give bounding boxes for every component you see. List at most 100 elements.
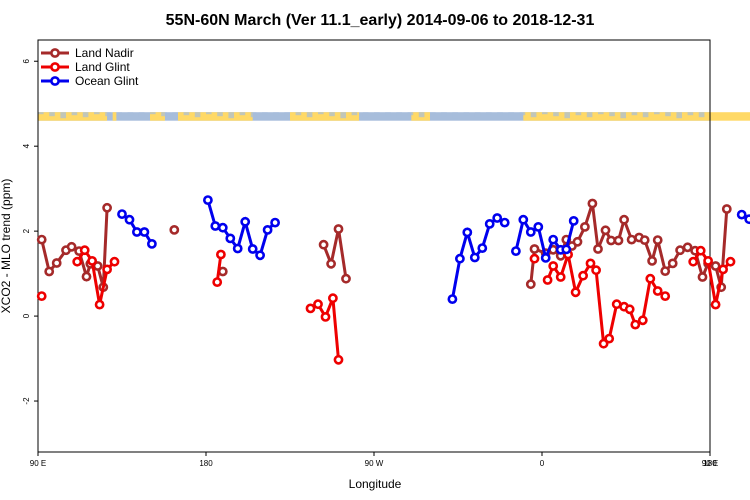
strip-texture bbox=[362, 112, 369, 118]
data-point-land-glint bbox=[578, 270, 588, 281]
y-tick-label: 0 bbox=[22, 313, 31, 318]
x-tick-label: 90 E bbox=[30, 459, 46, 468]
legend-item-land-glint: Land Glint bbox=[41, 60, 130, 74]
x-tick-label: 180 bbox=[703, 459, 717, 468]
data-point-land-glint bbox=[598, 338, 609, 349]
strip-texture bbox=[138, 112, 145, 118]
data-point-land-glint bbox=[72, 256, 83, 267]
strip-land bbox=[178, 112, 253, 121]
data-point-land-nadir bbox=[318, 239, 329, 250]
strip-texture bbox=[519, 112, 526, 116]
data-point-ocean-glint bbox=[499, 217, 510, 228]
y-tick-label: 6 bbox=[22, 58, 31, 63]
data-point-land-nadir bbox=[169, 224, 180, 235]
strip-texture bbox=[430, 112, 436, 115]
data-point-ocean-glint bbox=[124, 214, 135, 225]
strip-ocean bbox=[38, 112, 710, 121]
legend-item-land-nadir: Land Nadir bbox=[41, 46, 134, 60]
data-point-ocean-glint bbox=[511, 246, 521, 256]
y-axis-ticks: -2 0 2 4 6 bbox=[22, 58, 38, 405]
strip-texture bbox=[441, 112, 447, 117]
data-point-ocean-glint bbox=[117, 209, 127, 219]
legend-marker bbox=[50, 76, 60, 86]
legend-label: Ocean Glint bbox=[75, 74, 139, 88]
data-point-ocean-glint bbox=[454, 253, 465, 264]
strip-texture bbox=[530, 112, 537, 118]
strip-texture bbox=[105, 112, 111, 117]
legend-label: Land Nadir bbox=[75, 46, 134, 60]
strip-texture bbox=[407, 112, 414, 116]
data-point-land-glint bbox=[555, 272, 566, 282]
data-point-land-glint bbox=[652, 286, 663, 296]
strip-texture bbox=[676, 112, 682, 119]
data-point-land-glint bbox=[710, 299, 721, 310]
strip-texture bbox=[687, 112, 694, 116]
data-point-land-nadir bbox=[81, 271, 92, 282]
data-point-land-nadir bbox=[44, 266, 55, 277]
data-point-ocean-glint bbox=[540, 252, 551, 263]
data-point-land-glint bbox=[36, 291, 47, 301]
data-point-ocean-glint bbox=[247, 244, 258, 254]
data-point-ocean-glint bbox=[477, 243, 488, 253]
data-point-land-nadir bbox=[647, 255, 657, 266]
data-point-land-nadir bbox=[529, 244, 540, 254]
legend-marker bbox=[50, 48, 60, 58]
strip-texture bbox=[94, 112, 100, 115]
data-point-land-nadir bbox=[710, 261, 721, 271]
data-point-ocean-glint bbox=[255, 250, 265, 261]
strip-texture bbox=[452, 112, 458, 119]
strip-texture bbox=[71, 112, 78, 116]
data-point-land-nadir bbox=[326, 258, 336, 269]
data-point-ocean-glint bbox=[262, 224, 273, 235]
strip-texture bbox=[474, 112, 481, 118]
data-point-land-glint bbox=[718, 264, 728, 275]
data-point-land-glint bbox=[637, 315, 648, 326]
strip-texture bbox=[642, 112, 649, 118]
data-point-land-glint bbox=[548, 261, 559, 271]
strip-land bbox=[523, 112, 750, 121]
strip-texture bbox=[161, 112, 167, 117]
data-point-ocean-glint bbox=[217, 222, 228, 233]
x-tick-label: 0 bbox=[540, 459, 545, 468]
strip-land bbox=[150, 112, 165, 121]
data-point-land-glint bbox=[87, 255, 97, 266]
strip-texture bbox=[60, 112, 66, 119]
strip-texture bbox=[508, 112, 514, 119]
strip-texture bbox=[284, 112, 290, 119]
data-point-land-glint bbox=[585, 258, 596, 269]
data-point-ocean-glint bbox=[533, 221, 544, 232]
data-point-land-nadir bbox=[593, 244, 603, 254]
y-tick-label: 4 bbox=[22, 143, 31, 148]
data-point-land-glint bbox=[215, 249, 226, 260]
strip-texture bbox=[385, 112, 391, 117]
strip-texture bbox=[150, 112, 156, 115]
data-point-land-nadir bbox=[639, 235, 650, 245]
data-point-land-nadir bbox=[682, 242, 693, 253]
strip-texture bbox=[609, 112, 615, 117]
strip-texture bbox=[295, 112, 302, 116]
data-point-land-glint bbox=[333, 354, 344, 365]
plot-frame bbox=[37, 39, 711, 453]
data-point-land-glint bbox=[624, 304, 635, 315]
data-point-land-nadir bbox=[697, 272, 708, 282]
legend-label: Land Glint bbox=[75, 60, 130, 74]
data-point-land-nadir bbox=[102, 202, 112, 213]
strip-texture bbox=[250, 112, 257, 118]
strip-texture bbox=[598, 112, 604, 115]
strip-texture bbox=[183, 112, 190, 116]
strip-texture bbox=[351, 112, 358, 116]
data-point-ocean-glint bbox=[240, 216, 251, 227]
strip-texture bbox=[172, 112, 178, 119]
data-point-land-nadir bbox=[613, 235, 624, 246]
data-point-land-glint bbox=[630, 319, 641, 330]
data-point-land-nadir bbox=[36, 234, 47, 245]
data-point-ocean-glint bbox=[548, 234, 559, 245]
data-point-land-nadir bbox=[721, 204, 732, 214]
data-point-land-nadir bbox=[660, 266, 671, 276]
data-point-land-glint bbox=[305, 303, 316, 314]
data-point-land-glint bbox=[109, 256, 120, 267]
strip-texture bbox=[228, 112, 234, 119]
y-tick-label: 2 bbox=[22, 228, 31, 233]
